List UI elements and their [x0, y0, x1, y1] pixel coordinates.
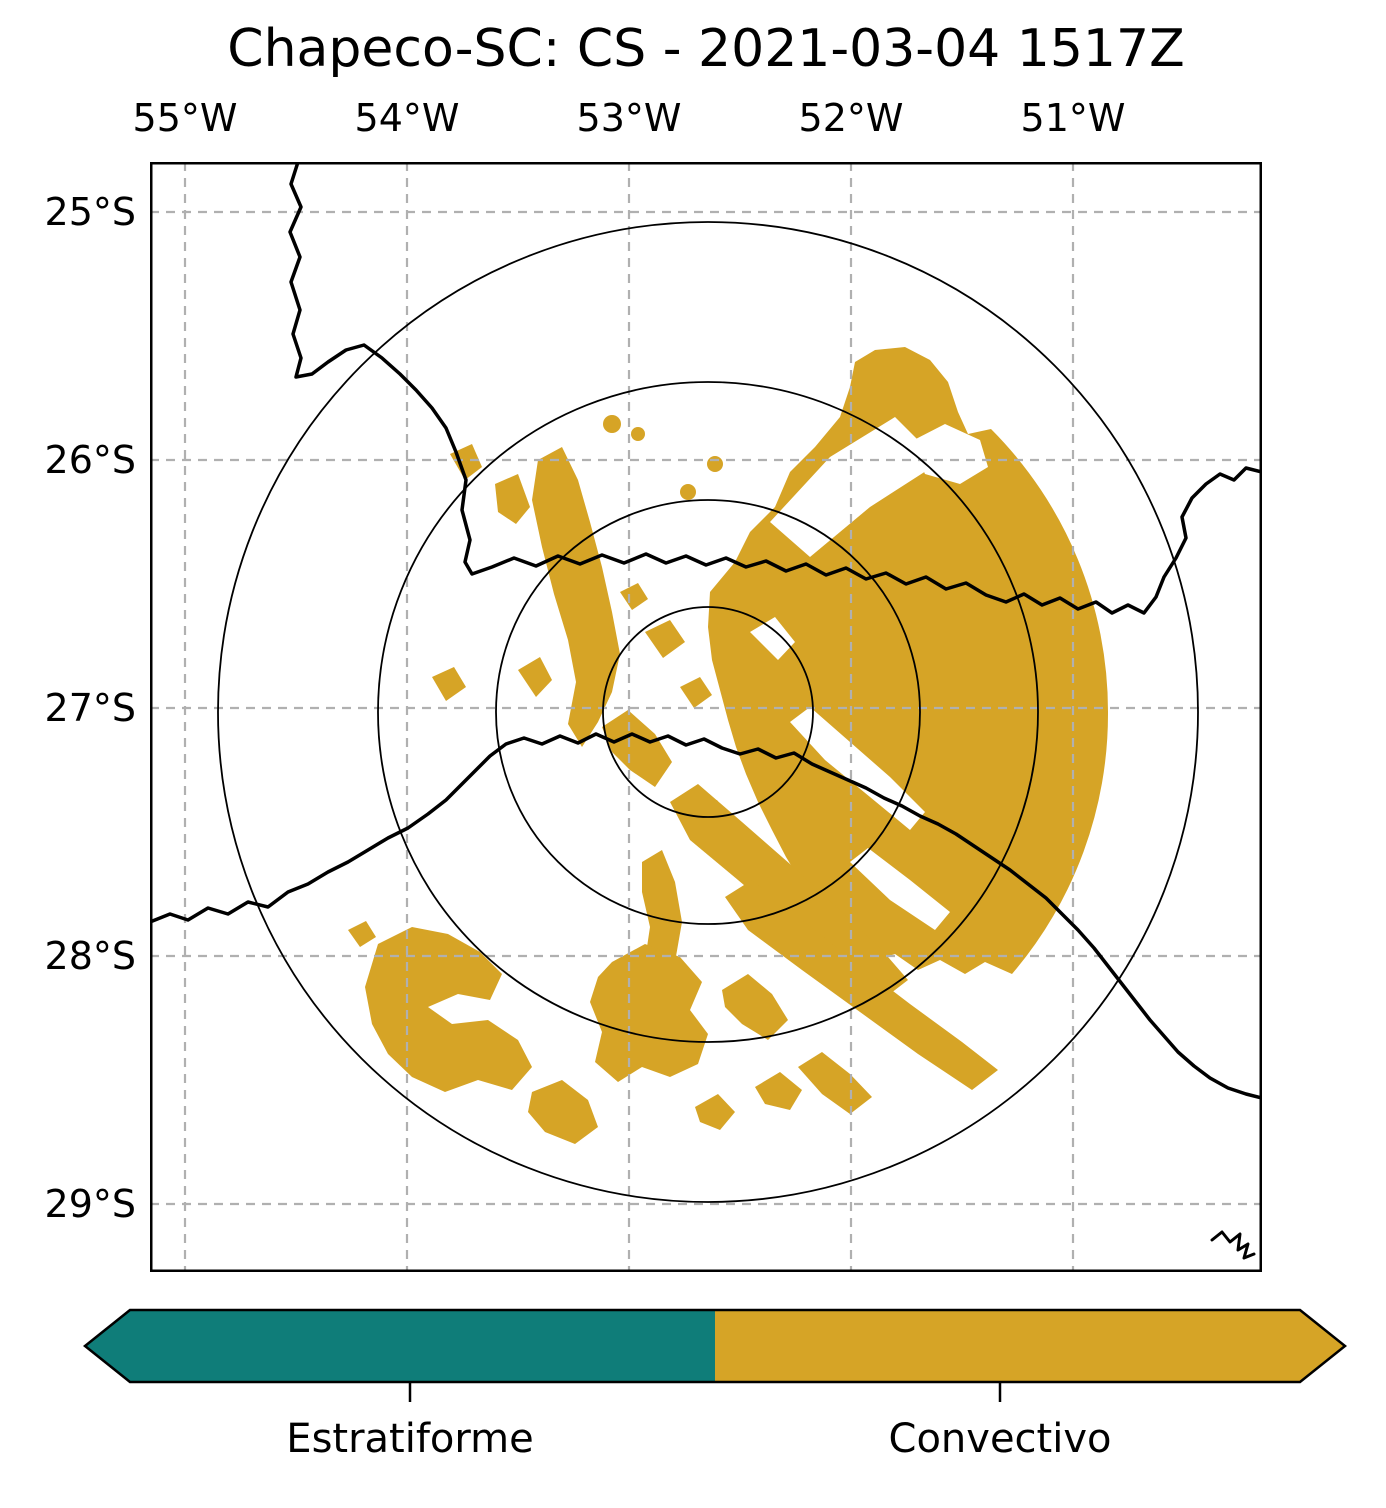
border-south — [148, 732, 1264, 1100]
convective-cluster — [365, 927, 532, 1092]
x-tick-label: 53°W — [576, 96, 682, 140]
convective-blob — [518, 657, 552, 697]
y-tick-label: 25°S — [44, 190, 136, 234]
y-tick-label: 26°S — [44, 438, 136, 482]
convective-blob — [495, 474, 530, 524]
white-gap — [750, 617, 795, 660]
map-frame — [150, 162, 1262, 1272]
convective-speck — [603, 415, 621, 433]
convective-blob — [432, 667, 466, 701]
graticule-gridlines — [150, 162, 1262, 1272]
x-tick-label: 55°W — [132, 96, 238, 140]
convective-blob — [695, 1094, 735, 1130]
map-svg — [148, 160, 1264, 1272]
convective-blob — [620, 583, 648, 610]
convective-streak — [602, 710, 672, 787]
x-tick-label: 51°W — [1020, 96, 1126, 140]
colorbar-outline — [82, 1308, 1348, 1384]
page-title: Chapeco-SC: CS - 2021-03-04 1517Z — [227, 19, 1185, 79]
convective-blob — [528, 1080, 598, 1144]
x-tick-label: 52°W — [798, 96, 904, 140]
map-plot — [148, 160, 1264, 1272]
convective-cluster — [590, 944, 708, 1082]
border-north — [288, 160, 1264, 615]
white-gap — [790, 707, 925, 830]
convective-band — [725, 880, 998, 1090]
convective-speck — [753, 775, 767, 789]
colorbar-stratiform-segment — [85, 1310, 715, 1382]
x-tick-label: 54°W — [354, 96, 460, 140]
range-ring — [602, 606, 814, 818]
colorbar-label-stratiform: Estratiforme — [286, 1416, 534, 1462]
convective-speck — [680, 484, 696, 500]
convective-speck — [707, 456, 723, 472]
colorbar-convective-segment — [715, 1310, 1345, 1382]
convective-streak — [532, 447, 620, 747]
convective-blob — [348, 921, 376, 947]
convective-band — [670, 784, 908, 1000]
y-tick-label: 27°S — [44, 686, 136, 730]
convective-blob — [755, 1072, 802, 1110]
convective-blob — [798, 1052, 872, 1114]
white-gap — [770, 417, 940, 557]
stratiform-gaps — [750, 417, 988, 930]
colorbar-label-convective: Convectivo — [888, 1416, 1112, 1462]
range-rings — [217, 221, 1199, 1203]
colorbar — [82, 1308, 1348, 1402]
range-ring — [495, 499, 921, 925]
convective-blob — [680, 677, 712, 708]
white-gap — [910, 424, 988, 484]
white-gap — [850, 848, 950, 930]
y-tick-label: 29°S — [44, 1182, 136, 1226]
convective-blob — [722, 974, 788, 1040]
range-ring — [217, 221, 1199, 1203]
state-borders — [148, 160, 1264, 1260]
range-ring — [377, 381, 1039, 1043]
y-tick-label: 28°S — [44, 934, 136, 978]
border-corner-mark — [1210, 1230, 1256, 1260]
convective-speck — [631, 427, 645, 441]
convective-blob — [645, 620, 685, 658]
